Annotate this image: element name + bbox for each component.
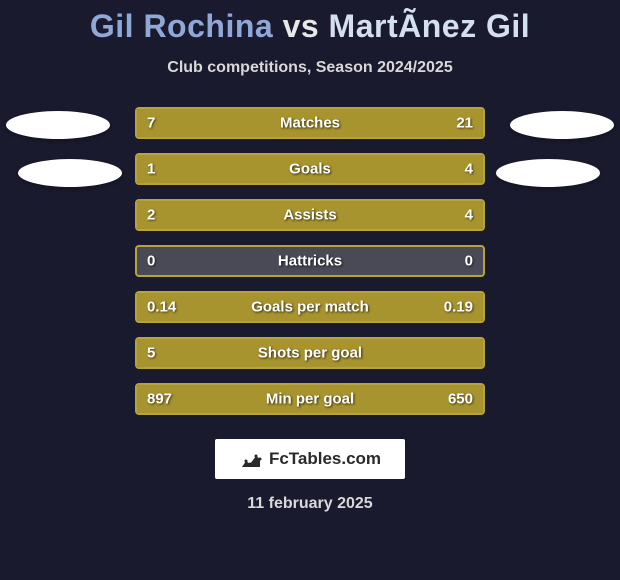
stat-value-right: 0 bbox=[465, 253, 473, 270]
stat-value-left: 2 bbox=[147, 207, 155, 224]
fill-right bbox=[224, 109, 484, 137]
subtitle: Club competitions, Season 2024/2025 bbox=[0, 59, 620, 77]
stat-value-left: 0 bbox=[147, 253, 155, 270]
stat-label: Shots per goal bbox=[258, 345, 362, 362]
brand-text: FcTables.com bbox=[269, 449, 381, 469]
chart-area: 7 21 Matches 1 4 Goals 2 4 Assists 0 0 Hattricks 0.1… bbox=[0, 107, 620, 415]
stat-value-right: 21 bbox=[456, 115, 473, 132]
player1-name: Gil Rochina bbox=[90, 8, 273, 44]
stat-label: Hattricks bbox=[278, 253, 342, 270]
fill-right bbox=[206, 155, 483, 183]
stat-row: 5 Shots per goal bbox=[135, 337, 485, 369]
page-title: Gil Rochina vs MartÃnez Gil bbox=[0, 8, 620, 45]
stat-label: Matches bbox=[280, 115, 340, 132]
stat-value-right: 4 bbox=[465, 161, 473, 178]
player1-nation-badge bbox=[18, 159, 122, 187]
stat-value-right: 4 bbox=[465, 207, 473, 224]
stat-row: 7 21 Matches bbox=[135, 107, 485, 139]
stat-row: 897 650 Min per goal bbox=[135, 383, 485, 415]
player2-club-badge bbox=[510, 111, 614, 139]
comparison-card: Gil Rochina vs MartÃnez Gil Club competi… bbox=[0, 0, 620, 580]
brand-logo[interactable]: FcTables.com bbox=[215, 439, 405, 479]
chart-icon bbox=[239, 447, 263, 471]
stat-label: Goals bbox=[289, 161, 331, 178]
stat-rows: 7 21 Matches 1 4 Goals 2 4 Assists 0 0 Hattricks 0.1… bbox=[135, 107, 485, 415]
player1-club-badge bbox=[6, 111, 110, 139]
stat-value-right: 650 bbox=[448, 391, 473, 408]
date-text: 11 february 2025 bbox=[0, 495, 620, 513]
stat-label: Goals per match bbox=[251, 299, 369, 316]
stat-value-left: 1 bbox=[147, 161, 155, 178]
stat-row: 0 0 Hattricks bbox=[135, 245, 485, 277]
stat-value-left: 7 bbox=[147, 115, 155, 132]
player2-name: MartÃnez Gil bbox=[329, 8, 531, 44]
stat-value-right: 0.19 bbox=[444, 299, 473, 316]
stat-row: 1 4 Goals bbox=[135, 153, 485, 185]
stat-label: Min per goal bbox=[266, 391, 354, 408]
stat-value-left: 897 bbox=[147, 391, 172, 408]
stat-value-left: 0.14 bbox=[147, 299, 176, 316]
stat-label: Assists bbox=[283, 207, 336, 224]
stat-row: 0.14 0.19 Goals per match bbox=[135, 291, 485, 323]
player2-nation-badge bbox=[496, 159, 600, 187]
stat-value-left: 5 bbox=[147, 345, 155, 362]
vs-text: vs bbox=[283, 8, 320, 44]
stat-row: 2 4 Assists bbox=[135, 199, 485, 231]
